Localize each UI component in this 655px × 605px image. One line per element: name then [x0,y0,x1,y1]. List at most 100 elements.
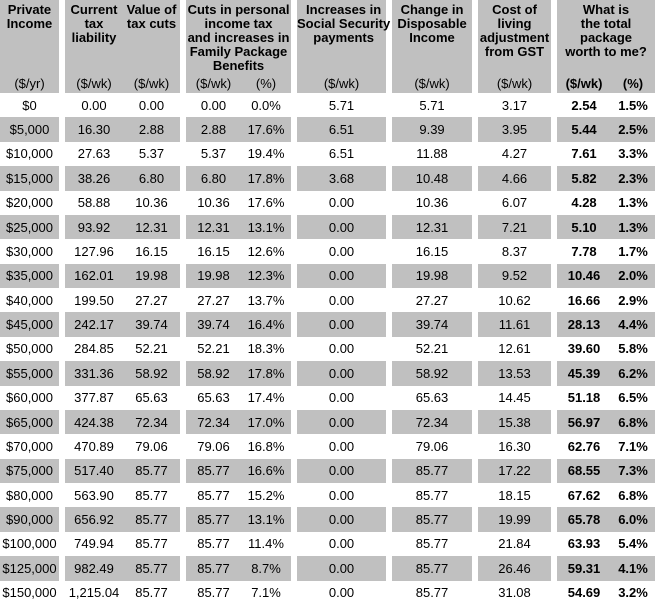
cell-current-tax-liability: 199.50 [65,288,123,313]
cell-disposable-income-wk: 19.98 [392,263,479,288]
cell-total-package-wk: 68.55 [557,458,612,483]
cell-gst-adjustment-wk: 18.15 [478,483,558,508]
header-total-package-label: What is the total package worth to me? [565,2,647,59]
header-units-row: ($/yr) ($/wk) ($/wk) ($/wk) (%) ($/wk) (… [0,74,655,93]
cell-value-of-tax-cuts: 79.06 [123,434,186,459]
cell-current-tax-liability: 1,215.04 [65,580,123,605]
cell-disposable-income-wk: 10.48 [392,166,479,191]
unit-current-tax-liability: ($/wk) [65,74,123,93]
cell-total-package-wk: 39.60 [557,336,612,362]
table-row: $40,000 199.50 27.27 27.27 13.7% 0.00 27.27 10.… [0,288,655,313]
cell-value-of-tax-cuts: 16.15 [123,239,186,264]
cell-private-income: $70,000 [0,434,65,459]
cell-private-income: $10,000 [0,141,65,167]
header-title-row: Private Income Current tax liability Val… [0,0,655,74]
cell-total-package-pct: 2.5% [611,117,655,142]
cell-value-of-tax-cuts: 85.77 [123,531,186,557]
cell-family-package-pct: 0.0% [241,93,298,118]
cell-total-package-pct: 6.8% [611,409,655,435]
cell-private-income: $75,000 [0,458,65,483]
header-value-of-tax-cuts: Value of tax cuts [123,0,186,74]
cell-disposable-income-wk: 85.77 [392,556,479,581]
cell-total-package-wk: 10.46 [557,263,612,288]
cell-total-package-wk: 45.39 [557,361,612,386]
cell-current-tax-liability: 162.01 [65,263,123,288]
cell-current-tax-liability: 284.85 [65,336,123,362]
cell-value-of-tax-cuts: 5.37 [123,141,186,167]
cell-private-income: $40,000 [0,288,65,313]
cell-current-tax-liability: 16.30 [65,117,123,142]
cell-value-of-tax-cuts: 85.77 [123,458,186,483]
cell-social-security-wk: 0.00 [297,483,393,508]
cell-disposable-income-wk: 85.77 [392,580,479,605]
cell-social-security-wk: 0.00 [297,214,393,240]
table-row: $75,000 517.40 85.77 85.77 16.6% 0.00 85.77 17.… [0,458,655,483]
cell-total-package-wk: 51.18 [557,385,612,410]
cell-disposable-income-wk: 10.36 [392,190,479,215]
table-row: $150,000 1,215.04 85.77 85.77 7.1% 0.00 85.77 3… [0,580,655,605]
table-row: $25,000 93.92 12.31 12.31 13.1% 0.00 12.31 7.21… [0,214,655,240]
cell-family-package-wk: 2.88 [186,117,241,142]
table-body: $0 0.00 0.00 0.00 0.0% 5.71 5.71 3.17 2.54 1.5% $5… [0,93,655,605]
unit-total-package-pct: (%) [611,74,655,93]
cell-family-package-pct: 8.7% [241,556,298,581]
cell-family-package-wk: 5.37 [186,141,241,167]
table-row: $50,000 284.85 52.21 52.21 18.3% 0.00 52.21 12.… [0,336,655,362]
cell-current-tax-liability: 242.17 [65,312,123,337]
cell-gst-adjustment-wk: 31.08 [478,580,558,605]
cell-total-package-wk: 16.66 [557,288,612,313]
cell-gst-adjustment-wk: 17.22 [478,458,558,483]
cell-value-of-tax-cuts: 65.63 [123,385,186,410]
unit-family-package-pct: (%) [241,74,298,93]
cell-gst-adjustment-wk: 11.61 [478,312,558,337]
cell-gst-adjustment-wk: 4.27 [478,141,558,167]
cell-total-package-wk: 28.13 [557,312,612,337]
cell-total-package-wk: 54.69 [557,580,612,605]
header-current-tax-liability-label: Current tax liability [70,2,118,45]
cell-family-package-wk: 10.36 [186,190,241,215]
cell-private-income: $25,000 [0,214,65,240]
cell-disposable-income-wk: 16.15 [392,239,479,264]
cell-private-income: $20,000 [0,190,65,215]
unit-private-income: ($/yr) [0,74,65,93]
cell-social-security-wk: 0.00 [297,239,393,264]
cell-current-tax-liability: 38.26 [65,166,123,191]
table-row: $5,000 16.30 2.88 2.88 17.6% 6.51 9.39 3.95 5.44… [0,117,655,142]
cell-social-security-wk: 5.71 [297,93,393,118]
cell-gst-adjustment-wk: 16.30 [478,434,558,459]
cell-total-package-pct: 2.0% [611,263,655,288]
cell-total-package-wk: 5.44 [557,117,612,142]
cell-total-package-wk: 63.93 [557,531,612,557]
table-row: $10,000 27.63 5.37 5.37 19.4% 6.51 11.88 4.27 7.… [0,141,655,167]
cell-private-income: $150,000 [0,580,65,605]
cell-disposable-income-wk: 12.31 [392,214,479,240]
cell-disposable-income-wk: 5.71 [392,93,479,118]
cell-total-package-wk: 4.28 [557,190,612,215]
cell-total-package-pct: 4.1% [611,556,655,581]
table-row: $80,000 563.90 85.77 85.77 15.2% 0.00 85.77 18.… [0,483,655,508]
table-row: $45,000 242.17 39.74 39.74 16.4% 0.00 39.74 11.… [0,312,655,337]
cell-family-package-pct: 17.6% [241,190,298,215]
cell-social-security-wk: 0.00 [297,263,393,288]
cell-current-tax-liability: 27.63 [65,141,123,167]
cell-family-package-wk: 19.98 [186,263,241,288]
unit-family-package-wk: ($/wk) [186,74,241,93]
table-row: $20,000 58.88 10.36 10.36 17.6% 0.00 10.36 6.07… [0,190,655,215]
cell-private-income: $30,000 [0,239,65,264]
cell-family-package-wk: 27.27 [186,288,241,313]
cell-total-package-pct: 1.5% [611,93,655,118]
cell-current-tax-liability: 517.40 [65,458,123,483]
cell-total-package-pct: 6.0% [611,507,655,532]
table-row: $15,000 38.26 6.80 6.80 17.8% 3.68 10.48 4.66 5.… [0,166,655,191]
cell-family-package-wk: 65.63 [186,385,241,410]
cell-social-security-wk: 0.00 [297,556,393,581]
header-family-package-label: Cuts in personal income tax and increase… [187,2,290,73]
header-gst-adjustment-label: Cost of living adjustment from GST [479,2,550,59]
cell-family-package-pct: 19.4% [241,141,298,167]
cell-total-package-pct: 7.1% [611,434,655,459]
cell-current-tax-liability: 656.92 [65,507,123,532]
cell-gst-adjustment-wk: 10.62 [478,288,558,313]
cell-total-package-pct: 3.2% [611,580,655,605]
